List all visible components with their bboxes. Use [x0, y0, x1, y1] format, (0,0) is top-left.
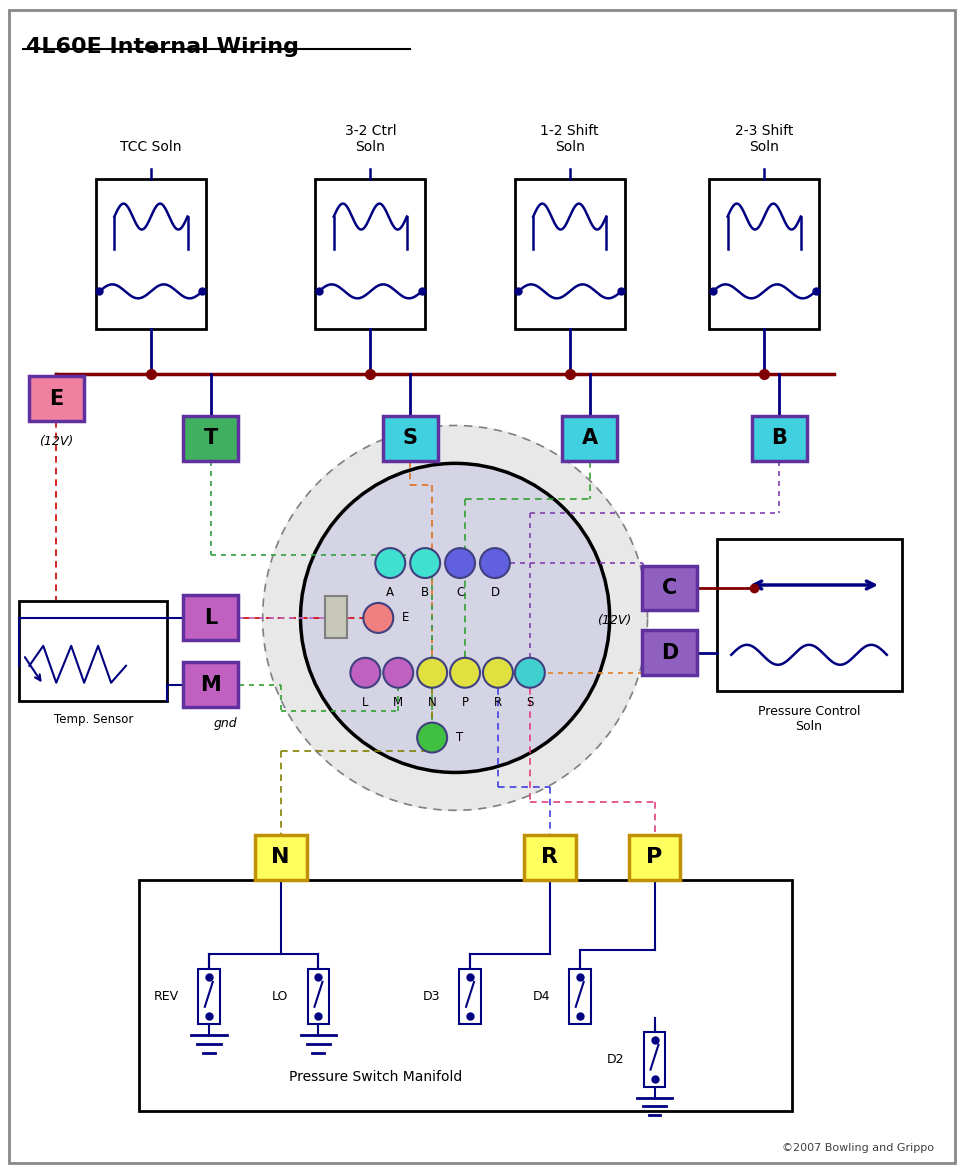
Text: C: C	[662, 578, 677, 598]
Circle shape	[417, 723, 447, 753]
Bar	[642, 630, 697, 676]
Circle shape	[375, 548, 405, 578]
Text: N: N	[428, 696, 437, 708]
Text: P: P	[462, 696, 469, 708]
Text: T: T	[203, 428, 218, 448]
Text: REV: REV	[153, 990, 179, 1003]
Text: D2: D2	[607, 1053, 625, 1066]
Bar	[19, 601, 167, 700]
Bar	[710, 179, 819, 328]
Text: ©2007 Bowling and Grippo: ©2007 Bowling and Grippo	[782, 1144, 934, 1153]
Text: P: P	[647, 847, 662, 867]
Text: D: D	[491, 586, 499, 599]
Circle shape	[411, 548, 441, 578]
Text: D4: D4	[532, 990, 549, 1003]
Text: R: R	[542, 847, 558, 867]
Bar	[183, 663, 238, 707]
Text: 2-3 Shift
Soln: 2-3 Shift Soln	[735, 124, 793, 154]
Bar	[254, 835, 307, 880]
Text: A: A	[387, 586, 394, 599]
Bar	[717, 540, 901, 691]
Text: 1-2 Shift
Soln: 1-2 Shift Soln	[541, 124, 599, 154]
Bar	[315, 179, 425, 328]
Circle shape	[450, 658, 480, 687]
Text: TCC Soln: TCC Soln	[120, 141, 181, 154]
Text: Pressure Switch Manifold: Pressure Switch Manifold	[288, 1070, 462, 1084]
Bar	[198, 969, 220, 1024]
Bar	[644, 1032, 665, 1087]
Polygon shape	[262, 426, 648, 811]
Text: S: S	[403, 428, 417, 448]
Bar	[629, 835, 681, 880]
Bar	[569, 969, 591, 1024]
Text: 3-2 Ctrl
Soln: 3-2 Ctrl Soln	[344, 124, 396, 154]
Text: S: S	[526, 696, 533, 708]
Circle shape	[417, 658, 447, 687]
Text: E: E	[402, 611, 410, 624]
Bar	[326, 596, 347, 638]
Text: T: T	[456, 731, 464, 744]
Text: E: E	[49, 388, 64, 408]
Text: Pressure Control
Soln: Pressure Control Soln	[758, 705, 860, 733]
Text: A: A	[581, 428, 598, 448]
Circle shape	[480, 548, 510, 578]
Circle shape	[515, 658, 545, 687]
Bar	[752, 416, 807, 461]
Circle shape	[301, 463, 609, 773]
Text: L: L	[362, 696, 368, 708]
Text: Temp. Sensor: Temp. Sensor	[54, 713, 134, 726]
Bar	[183, 596, 238, 640]
Text: 4L60E Internal Wiring: 4L60E Internal Wiring	[26, 36, 299, 56]
Bar	[96, 179, 205, 328]
Bar	[308, 969, 330, 1024]
Text: L: L	[204, 608, 218, 628]
Circle shape	[445, 548, 475, 578]
Circle shape	[363, 603, 393, 633]
Text: B: B	[421, 586, 429, 599]
Bar	[523, 835, 576, 880]
Bar	[139, 880, 792, 1112]
Circle shape	[483, 658, 513, 687]
Bar	[515, 179, 625, 328]
Text: D3: D3	[422, 990, 441, 1003]
Text: R: R	[494, 696, 502, 708]
Circle shape	[350, 658, 380, 687]
Text: N: N	[271, 847, 290, 867]
Text: B: B	[771, 428, 787, 448]
Bar	[383, 416, 438, 461]
Text: LO: LO	[272, 990, 288, 1003]
Bar	[642, 565, 697, 610]
Text: gnd: gnd	[214, 717, 237, 730]
Bar	[562, 416, 617, 461]
Circle shape	[384, 658, 414, 687]
Text: (12V): (12V)	[598, 615, 631, 628]
Text: M: M	[393, 696, 403, 708]
Bar	[459, 969, 481, 1024]
Text: C: C	[456, 586, 465, 599]
Text: D: D	[661, 643, 678, 663]
Bar	[183, 416, 238, 461]
Text: (12V): (12V)	[40, 435, 73, 448]
Bar	[29, 377, 84, 421]
Text: M: M	[201, 674, 221, 694]
